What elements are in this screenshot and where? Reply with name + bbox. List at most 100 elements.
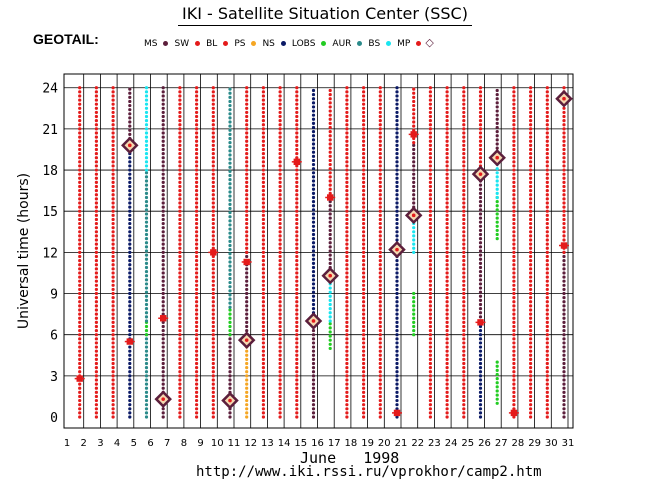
data-point-sw [295,205,299,209]
data-point-sw [261,366,265,370]
data-point-sw [345,217,349,222]
legend-label: MS [144,39,158,49]
data-point-bs [144,168,149,172]
data-point-aur [144,241,149,245]
data-point-sw [362,189,366,193]
data-point-ns [395,172,399,176]
data-point-sw [428,398,432,403]
data-point-sw [178,316,182,320]
data-point-lobs [228,316,232,320]
data-point-sw [261,415,265,419]
data-point-ns [395,90,399,94]
data-point-ns [311,200,316,204]
data-point-sw [512,226,516,230]
data-point-bs [412,250,416,254]
source-url[interactable]: http://www.iki.rssi.ru/vprokhor/camp2.ht… [196,464,542,480]
data-point-sw [111,189,115,193]
data-point-ms [495,97,499,101]
data-point-bs [328,294,332,298]
data-point-sw [445,184,449,189]
data-point-sw [94,390,98,394]
data-point-sw [94,176,98,180]
data-point-sw [362,238,366,242]
data-point-sw [545,234,549,238]
data-point-ms [562,300,566,304]
data-point-ns [128,328,132,333]
data-point-ms [478,311,483,315]
data-point-sw [462,374,466,378]
data-point-aur [144,370,149,374]
data-point-sw [211,197,215,201]
data-point-sw [478,151,483,156]
data-point-sw [378,180,382,184]
data-point-sw [178,345,182,349]
data-point-ms [478,282,483,286]
data-point-sw [462,94,466,98]
data-point-ms [161,189,165,193]
y-axis-label: Universal time (hours) [16,173,32,329]
data-point-sw [345,374,349,378]
x-tick-label: 29 [528,438,541,449]
data-point-sw [261,201,265,205]
data-point-sw [462,320,466,324]
data-point-ns [128,291,132,296]
data-point-sw [345,242,349,246]
data-point-ns [395,238,399,242]
data-point-sw [378,349,382,353]
data-point-sw [178,139,182,143]
data-point-ms [478,200,483,204]
data-point-ns [128,271,132,275]
data-point-lobs [495,385,499,389]
data-point-sw [529,357,533,361]
data-point-sw [278,250,282,254]
data-point-sw [378,374,382,378]
data-point-sw [245,119,249,123]
data-point-sw [362,283,366,287]
data-point-ns [478,398,483,403]
data-point-sw [462,357,466,361]
data-point-sw [278,300,282,304]
data-point-sw [378,407,382,411]
data-point-ms [311,333,316,337]
data-point-sw [94,411,98,415]
data-point-ms [161,114,165,119]
data-point-sw [178,320,182,324]
data-point-sw [445,98,449,102]
data-point-sw [462,259,466,263]
data-point-sw [195,259,199,263]
data-point-sw [512,394,516,399]
data-point-sw [562,86,566,90]
data-point-ms [478,274,483,278]
data-point-sw [278,304,282,308]
data-point-aur [228,219,232,223]
data-point-sw [78,147,82,152]
data-point-sw [562,180,566,184]
data-point-sw [211,370,215,374]
data-point-sw [178,176,182,180]
data-point-ms [562,320,566,324]
legend-label: SW [174,39,190,49]
data-point-sw [261,337,265,341]
data-point-sw [195,386,199,390]
day-column-19 [362,86,366,419]
data-point-sw [111,110,115,115]
data-point-ms [228,382,232,386]
data-point-aur [228,95,232,99]
data-point-lobs [495,377,499,381]
data-point-sw [195,189,199,193]
data-point-sw [111,291,115,296]
data-point-sw [545,193,549,197]
data-point-aur [144,307,149,311]
data-point-sw [445,382,449,386]
data-point-ms [128,108,132,112]
data-point-sw [178,123,182,127]
data-point-sw [545,415,549,419]
data-point-ms [161,180,165,184]
data-point-sw [445,361,449,366]
data-point-ns [395,328,399,333]
data-point-sw [295,238,299,242]
data-point-sw [428,279,432,283]
data-point-sw [295,407,299,411]
data-point-aur [228,99,232,104]
data-point-sw [512,316,516,320]
